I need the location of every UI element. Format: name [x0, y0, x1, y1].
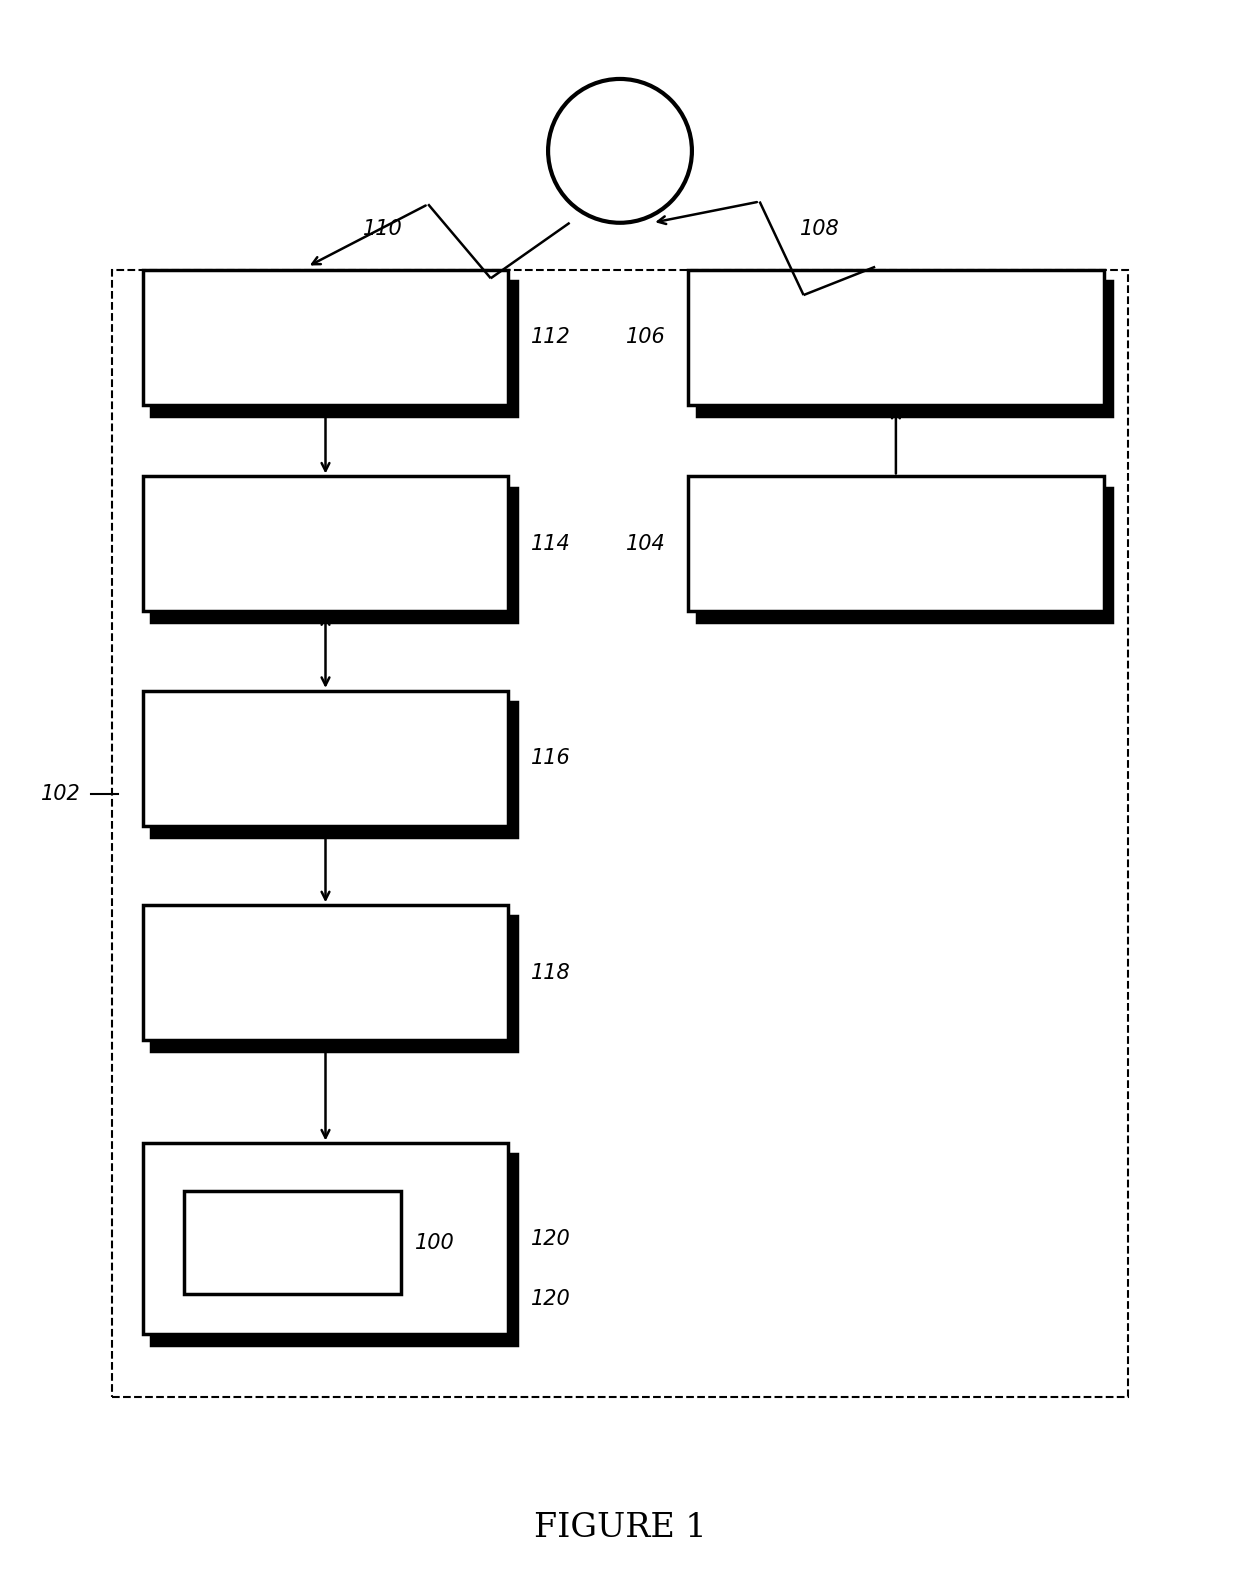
Text: 116: 116 [531, 748, 570, 769]
Polygon shape [151, 702, 517, 837]
Text: 106: 106 [626, 327, 666, 348]
Text: 108: 108 [800, 219, 839, 238]
Polygon shape [143, 270, 508, 405]
Text: 114: 114 [531, 534, 570, 554]
Polygon shape [151, 916, 517, 1051]
Polygon shape [143, 1143, 508, 1334]
Text: 118: 118 [531, 962, 570, 983]
Text: FIGURE 1: FIGURE 1 [533, 1512, 707, 1544]
Ellipse shape [548, 79, 692, 222]
Text: 100: 100 [415, 1232, 455, 1253]
Text: 102: 102 [41, 784, 81, 804]
Polygon shape [688, 270, 1104, 405]
Polygon shape [151, 488, 517, 622]
Polygon shape [688, 476, 1104, 611]
Text: 112: 112 [531, 327, 570, 348]
Polygon shape [143, 476, 508, 611]
Text: 104: 104 [626, 534, 666, 554]
Text: 120: 120 [531, 1229, 570, 1248]
FancyBboxPatch shape [112, 270, 1128, 1397]
Polygon shape [143, 905, 508, 1040]
Polygon shape [151, 1154, 517, 1345]
Polygon shape [151, 281, 517, 416]
Polygon shape [697, 488, 1112, 622]
Text: 110: 110 [363, 219, 403, 238]
Text: 120: 120 [531, 1289, 570, 1309]
Polygon shape [697, 281, 1112, 416]
Polygon shape [192, 1202, 409, 1305]
Polygon shape [143, 691, 508, 826]
Polygon shape [184, 1191, 401, 1294]
